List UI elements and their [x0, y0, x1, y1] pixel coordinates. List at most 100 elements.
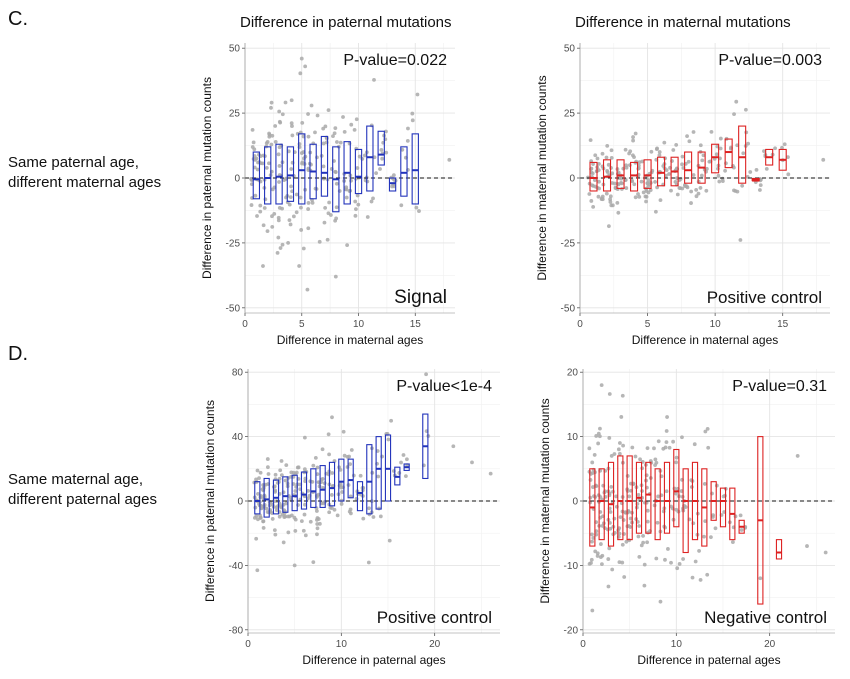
- scatter-point: [302, 512, 307, 517]
- scatter-point: [327, 200, 332, 205]
- scatter-point: [606, 557, 611, 561]
- scatter-point: [391, 173, 396, 178]
- scatter-point: [330, 415, 334, 420]
- scatter-point: [299, 56, 304, 61]
- scatter-point: [273, 488, 278, 493]
- scatter-point: [711, 515, 715, 519]
- scatter-point: [590, 539, 594, 544]
- scatter-point: [281, 540, 286, 545]
- scatter-point: [283, 100, 288, 105]
- x-tick-label: 0: [242, 319, 248, 330]
- scatter-point: [674, 491, 678, 496]
- scatter-point: [661, 509, 666, 514]
- scatter-point: [378, 514, 383, 519]
- scatter-point: [641, 190, 646, 195]
- scatter-point: [733, 514, 738, 519]
- scatter-point: [674, 460, 678, 465]
- scatter-point: [618, 515, 623, 520]
- scatter-point: [621, 443, 626, 448]
- scatter-point: [640, 466, 645, 471]
- scatter-point: [335, 513, 340, 518]
- scatter-point: [743, 107, 748, 112]
- scatter-point: [342, 129, 347, 134]
- scatter-point: [638, 457, 642, 462]
- row-label-top-line1: Same paternal age,: [8, 154, 139, 171]
- scatter-point: [626, 524, 631, 528]
- scatter-point: [595, 156, 600, 161]
- scatter-point: [391, 176, 396, 181]
- scatter-point: [315, 532, 319, 537]
- scatter-point: [293, 529, 298, 533]
- scatter-point: [606, 584, 611, 589]
- scatter-point: [655, 146, 659, 151]
- scatter-point: [698, 143, 703, 148]
- scatter-point: [375, 449, 380, 453]
- scatter-point: [637, 554, 642, 559]
- scatter-point: [759, 177, 763, 182]
- scatter-point: [616, 447, 621, 452]
- scatter-point: [310, 479, 315, 484]
- scatter-point: [640, 159, 645, 164]
- box: [673, 448, 680, 528]
- scatter-point: [590, 460, 595, 465]
- scatter-point: [303, 64, 308, 69]
- scatter-point: [639, 179, 644, 184]
- scatter-point: [399, 203, 404, 208]
- scatter-point: [306, 134, 311, 139]
- x-tick-label: 0: [580, 639, 586, 650]
- box: [645, 461, 652, 534]
- scatter-point: [645, 508, 650, 513]
- scatter-point: [588, 138, 593, 143]
- scatter-point: [288, 222, 293, 227]
- scatter-point: [662, 140, 667, 145]
- scatter-point: [730, 540, 735, 544]
- scatter-point: [642, 583, 647, 588]
- scatter-point: [365, 179, 370, 184]
- p-value-label: P-value=0.003: [718, 52, 822, 69]
- scatter-point: [284, 463, 289, 468]
- scatter-point: [717, 179, 722, 184]
- scatter-point: [615, 201, 620, 205]
- scatter-point: [786, 172, 791, 177]
- y-axis-title: Difference in maternal mutation counts: [538, 398, 552, 603]
- scatter-point: [641, 534, 645, 538]
- scatter-point: [335, 140, 339, 144]
- scatter-point: [600, 151, 605, 156]
- scatter-point: [298, 195, 303, 200]
- scatter-point: [805, 544, 809, 548]
- scatter-point: [379, 148, 384, 152]
- scatter-point: [289, 121, 294, 126]
- scatter-point: [758, 576, 763, 581]
- y-tick-label: -50: [561, 303, 576, 314]
- scatter-point: [693, 559, 698, 564]
- scatter-point: [714, 152, 719, 157]
- chart-d-right: 0 10 20 -20 -10 0 10 20 P-value=0.31 Negative con…: [538, 368, 835, 667]
- x-tick-label: 5: [299, 319, 305, 330]
- scatter-point: [386, 437, 391, 442]
- scatter-point: [632, 182, 637, 187]
- scatter-point: [605, 527, 610, 532]
- scatter-point: [622, 575, 627, 579]
- panel-label: Positive control: [377, 608, 492, 627]
- column-title-left: Difference in paternal mutations: [240, 14, 452, 31]
- scatter-point: [264, 165, 269, 170]
- y-tick-label: 40: [232, 432, 244, 443]
- scatter-point: [289, 98, 294, 103]
- scatter-point: [320, 447, 325, 452]
- scatter-point: [267, 131, 271, 136]
- scatter-point: [300, 120, 305, 125]
- x-axis-title: Difference in paternal ages: [302, 653, 445, 667]
- scatter-point: [287, 218, 292, 223]
- scatter-point: [589, 557, 594, 562]
- scatter-point: [303, 533, 308, 538]
- scatter-point: [652, 446, 656, 451]
- scatter-point: [250, 145, 255, 149]
- scatter-point: [630, 179, 635, 184]
- scatter-point: [313, 130, 317, 135]
- scatter-point: [372, 155, 377, 160]
- box: [682, 468, 689, 554]
- scatter-point: [607, 546, 612, 551]
- scatter-point: [274, 505, 279, 510]
- x-tick-label: 0: [245, 639, 251, 650]
- scatter-point: [321, 141, 326, 146]
